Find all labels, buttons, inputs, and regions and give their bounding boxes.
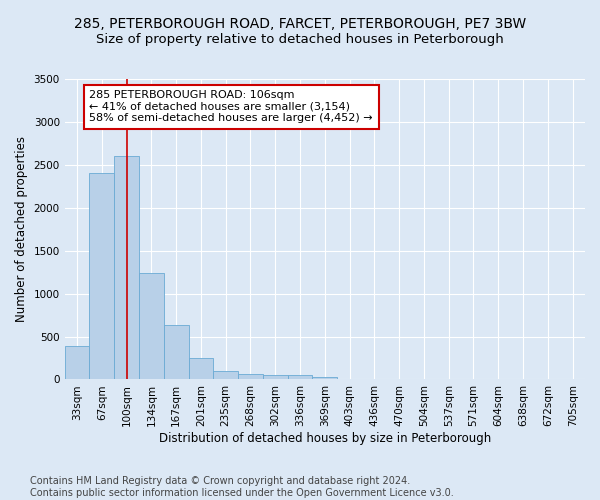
X-axis label: Distribution of detached houses by size in Peterborough: Distribution of detached houses by size … bbox=[159, 432, 491, 445]
Bar bbox=[89, 174, 114, 380]
Bar bbox=[114, 156, 139, 380]
Bar bbox=[313, 377, 337, 380]
Bar bbox=[139, 273, 164, 380]
Bar bbox=[263, 374, 287, 380]
Bar bbox=[65, 346, 89, 380]
Text: 285, PETERBOROUGH ROAD, FARCET, PETERBOROUGH, PE7 3BW: 285, PETERBOROUGH ROAD, FARCET, PETERBOR… bbox=[74, 18, 526, 32]
Text: 285 PETERBOROUGH ROAD: 106sqm
← 41% of detached houses are smaller (3,154)
58% o: 285 PETERBOROUGH ROAD: 106sqm ← 41% of d… bbox=[89, 90, 373, 124]
Text: Size of property relative to detached houses in Peterborough: Size of property relative to detached ho… bbox=[96, 32, 504, 46]
Bar bbox=[238, 374, 263, 380]
Bar bbox=[287, 375, 313, 380]
Bar bbox=[214, 371, 238, 380]
Bar bbox=[188, 358, 214, 380]
Y-axis label: Number of detached properties: Number of detached properties bbox=[15, 136, 28, 322]
Text: Contains HM Land Registry data © Crown copyright and database right 2024.
Contai: Contains HM Land Registry data © Crown c… bbox=[30, 476, 454, 498]
Bar bbox=[164, 324, 188, 380]
